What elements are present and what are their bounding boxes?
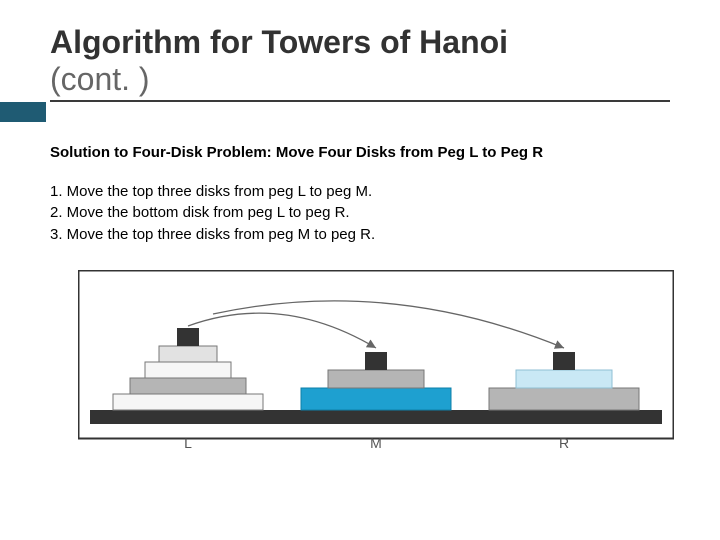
- hanoi-svg: LMR: [78, 270, 674, 460]
- slide: Algorithm for Towers of Hanoi (cont. ) S…: [0, 0, 720, 540]
- step-item: 3. Move the top three disks from peg M t…: [50, 224, 680, 246]
- svg-text:R: R: [559, 435, 569, 451]
- title-underline: [50, 100, 670, 102]
- svg-text:M: M: [370, 435, 382, 451]
- hanoi-diagram: LMR: [78, 270, 674, 460]
- title-block: Algorithm for Towers of Hanoi (cont. ): [50, 24, 680, 102]
- step-item: 2. Move the bottom disk from peg L to pe…: [50, 202, 680, 224]
- title-line-1: Algorithm for Towers of Hanoi: [50, 24, 680, 61]
- subtitle: Solution to Four-Disk Problem: Move Four…: [50, 144, 680, 161]
- svg-text:L: L: [184, 435, 192, 451]
- accent-bar: [0, 102, 46, 122]
- title-line-2: (cont. ): [50, 61, 680, 98]
- steps-list: 1. Move the top three disks from peg L t…: [50, 181, 680, 246]
- step-item: 1. Move the top three disks from peg L t…: [50, 181, 680, 203]
